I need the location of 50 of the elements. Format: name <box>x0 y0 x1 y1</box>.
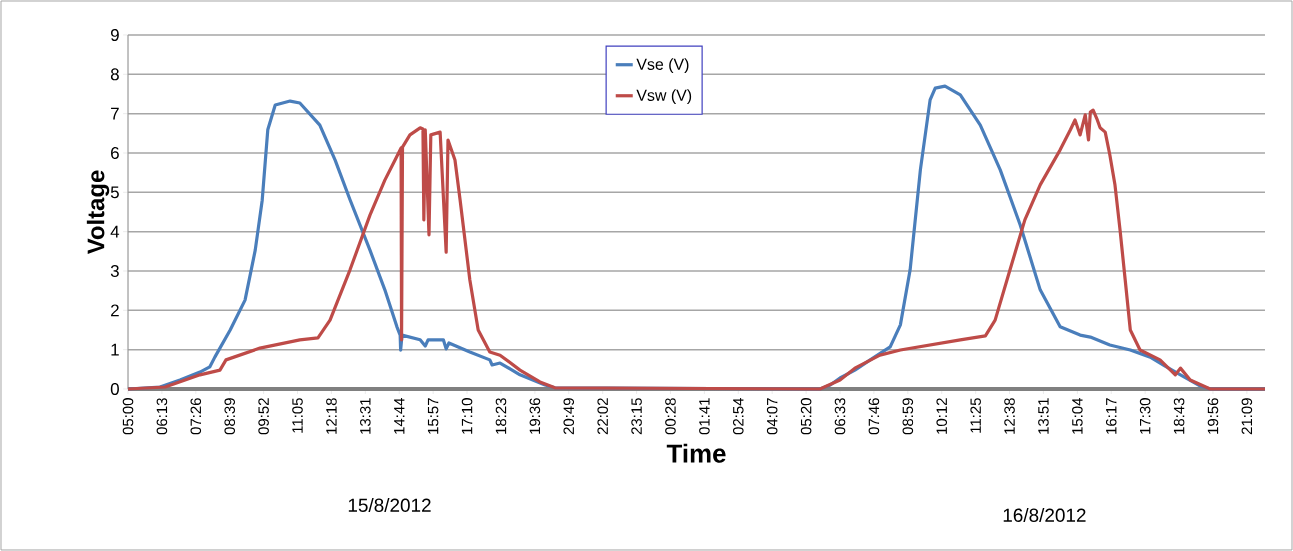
y-tick-label: 7 <box>111 107 119 120</box>
x-tick-label: 05:00 <box>122 398 134 435</box>
x-tick-label: 13:31 <box>360 398 371 434</box>
x-tick-label: 01:41 <box>699 398 710 435</box>
x-tick-label: 19:36 <box>529 398 541 434</box>
x-tick-label: 13:51 <box>1038 398 1049 434</box>
legend-label: Vsw (V) <box>636 89 692 105</box>
x-tick-label: 07:26 <box>190 398 202 435</box>
x-tick-label: 17:10 <box>461 398 473 434</box>
x-tick-label: 18:43 <box>1173 398 1185 434</box>
x-tick-label: 12:38 <box>1004 398 1015 434</box>
x-tick-label: 15:04 <box>1072 397 1083 434</box>
y-tick-label: 9 <box>110 28 119 41</box>
x-tick-label: 11:25 <box>970 398 981 433</box>
x-tick-label: 19:56 <box>1207 398 1219 434</box>
x-tick-label: 12:18 <box>326 398 337 434</box>
y-tick-label: 2 <box>111 304 119 317</box>
x-tick-label: 20:49 <box>563 398 575 435</box>
x-tick-label: 21:09 <box>1241 398 1253 435</box>
x-tick-label: 08:39 <box>224 398 236 435</box>
x-tick-label: 04:07 <box>766 398 778 435</box>
x-tick-label: 06:33 <box>834 398 846 435</box>
x-tick-label: 06:13 <box>156 398 168 435</box>
y-tick-label: 8 <box>110 68 119 81</box>
x-tick-label: 00:28 <box>665 398 676 435</box>
x-tick-label: 23:15 <box>631 398 642 435</box>
x-tick-label: 07:46 <box>868 398 880 435</box>
x-tick-label: 22:02 <box>597 398 608 435</box>
y-tick-label: 0 <box>110 382 119 395</box>
x-tick-label: 17:30 <box>1139 398 1151 434</box>
x-tick-label: 10:12 <box>936 398 948 434</box>
x-tick-label: 09:52 <box>258 398 269 435</box>
y-tick-label: 1 <box>111 343 119 356</box>
text: 16/8/2012 <box>1003 508 1086 522</box>
x-tick-label: 08:59 <box>902 398 914 435</box>
x-tick-label: 16:17 <box>1105 398 1117 434</box>
y-axis-title: Voltage <box>86 170 110 255</box>
x-tick-label: 02:54 <box>733 397 744 435</box>
x-axis-title: Time <box>666 443 726 463</box>
text: 15/8/2012 <box>348 498 431 512</box>
x-tick-label: 11:05 <box>292 398 303 433</box>
y-tick-label: 5 <box>110 186 119 199</box>
x-tick-label: 15:57 <box>427 398 439 434</box>
legend-label: Vse (V) <box>636 58 689 74</box>
x-tick-label: 14:44 <box>394 397 405 434</box>
y-tick-label: 4 <box>110 225 120 238</box>
x-tick-label: 05:20 <box>800 398 812 435</box>
x-tick-label: 18:23 <box>495 398 507 434</box>
y-tick-label: 3 <box>110 264 119 277</box>
y-tick-label: 6 <box>111 146 119 159</box>
